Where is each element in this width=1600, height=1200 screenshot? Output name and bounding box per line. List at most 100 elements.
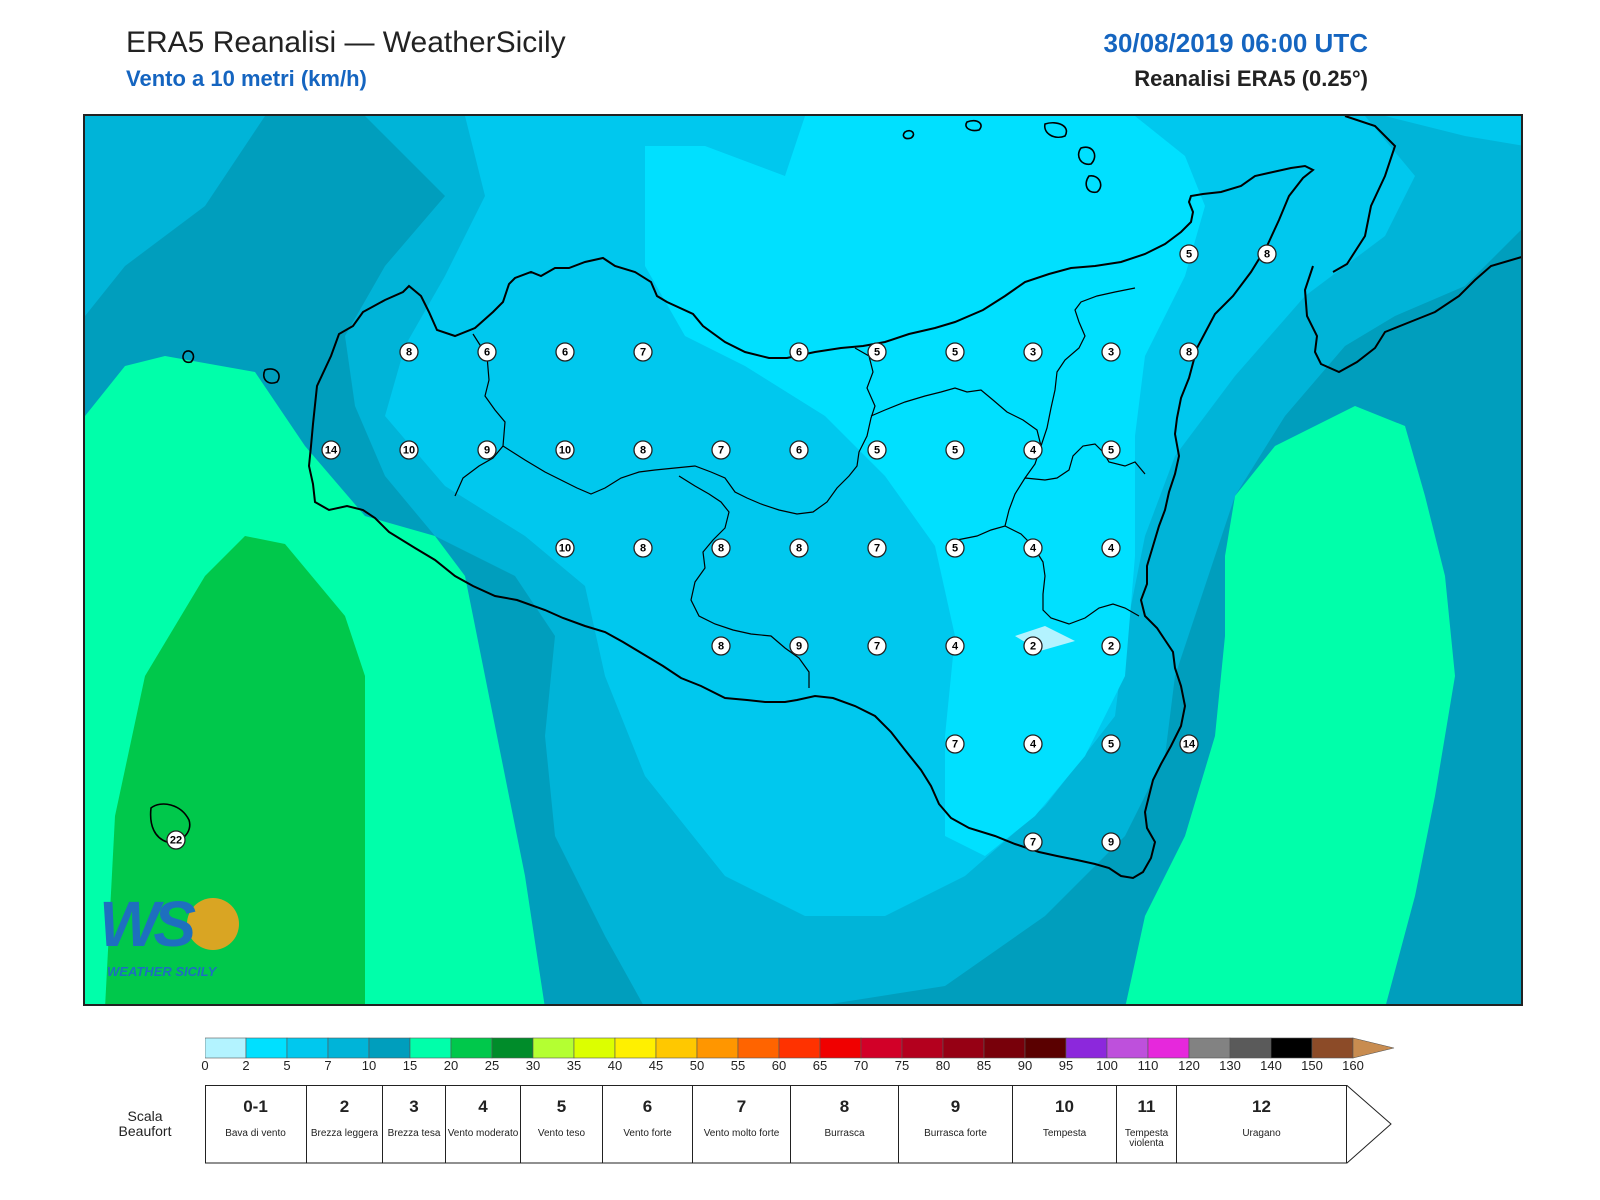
colorbar-swatch: [286, 1037, 329, 1059]
station-value: 5: [1108, 445, 1114, 457]
map-subtitle: Vento a 10 metri (km/h): [126, 66, 367, 91]
station-value: 5: [874, 347, 880, 359]
station-circle: [867, 538, 887, 558]
colorbar-tick-label: 10: [361, 1058, 377, 1073]
station-value: 6: [484, 347, 490, 359]
colorbar-swatch: [819, 1037, 862, 1059]
station-value: 5: [952, 347, 958, 359]
wind-map: 5 8 8 6 6 7 6 5 5 3 3 8 14 10 9 10 8 7 6 5 5 4 5 10 8 8 8 7 5 4 4 8 9 7 4 2…: [83, 114, 1523, 1006]
station-circle: [166, 830, 186, 850]
colorbar-tick-label: 95: [1058, 1058, 1074, 1073]
beaufort-cell: 12 Uragano: [1177, 1085, 1347, 1163]
beaufort-number: 9: [950, 1097, 961, 1116]
station-circle: [1179, 734, 1199, 754]
station-circle: [1101, 832, 1121, 852]
logo-sun-icon: [187, 898, 239, 950]
colorbar-swatch: [1311, 1037, 1354, 1059]
station-marker: 10: [555, 440, 575, 460]
station-circle: [711, 636, 731, 656]
colorbar-swatch: [1188, 1037, 1231, 1059]
station-marker: 22: [166, 830, 186, 850]
beaufort-name: Uragano: [1242, 1128, 1281, 1139]
station-circle: [399, 440, 419, 460]
logo-text: WEATHER SICILY: [107, 964, 217, 979]
station-value: 14: [325, 445, 338, 457]
station-marker: 4: [945, 636, 965, 656]
colorbar-tick-label: 80: [935, 1058, 951, 1073]
station-value: 4: [952, 641, 959, 653]
station-marker: 4: [1023, 440, 1043, 460]
beaufort-number: 6: [642, 1097, 653, 1116]
logo-letters: WS: [99, 888, 196, 960]
colorbar-labels: 0 2 5 7 10 15 20 25 30 35 40 45 50 55 60 65 70 75 80 85 90 95…: [0, 1058, 1600, 1078]
station-value: 8: [640, 543, 646, 555]
station-circle: [867, 342, 887, 362]
station-circle: [1101, 734, 1121, 754]
station-value: 5: [1186, 249, 1192, 261]
beaufort-name: Tempesta: [1042, 1128, 1087, 1139]
beaufort-cell: 9 Burrasca forte: [899, 1085, 1013, 1163]
station-circle: [1023, 832, 1043, 852]
station-circle: [1023, 538, 1043, 558]
colorbar-tick-label: 140: [1260, 1058, 1282, 1073]
colorbar-extension: [1352, 1037, 1395, 1059]
station-circle: [945, 440, 965, 460]
station-marker: 7: [1023, 832, 1043, 852]
station-value: 4: [1030, 445, 1037, 457]
station-marker: 7: [633, 342, 653, 362]
colorbar-swatch: [1147, 1037, 1190, 1059]
colorbar-swatch: [450, 1037, 493, 1059]
beaufort-name: Vento forte: [623, 1128, 672, 1139]
station-marker: 8: [633, 538, 653, 558]
station-circle: [321, 440, 341, 460]
colorbar-tick-label: 50: [689, 1058, 705, 1073]
colorbar-swatch: [368, 1037, 411, 1059]
colorbar-swatch: [573, 1037, 616, 1059]
station-circle: [555, 440, 575, 460]
beaufort-number: 4: [478, 1097, 488, 1116]
beaufort-cell: 3 Brezza tesa: [383, 1085, 446, 1163]
colorbar-swatch: [205, 1037, 247, 1059]
colorbar-tick-label: 15: [402, 1058, 418, 1073]
station-marker: 4: [1023, 734, 1043, 754]
station-value: 2: [1108, 641, 1114, 653]
colorbar-tick-label: 150: [1301, 1058, 1323, 1073]
station-marker: 5: [867, 440, 887, 460]
station-circle: [1101, 538, 1121, 558]
station-circle: [633, 440, 653, 460]
station-circle: [711, 538, 731, 558]
beaufort-number: 12: [1252, 1097, 1271, 1116]
station-circle: [633, 342, 653, 362]
model-label: Reanalisi ERA5 (0.25°): [1134, 66, 1368, 91]
station-value: 6: [796, 445, 802, 457]
station-value: 7: [718, 445, 724, 457]
colorbar-swatch: [860, 1037, 903, 1059]
station-value: 8: [718, 641, 724, 653]
station-value: 8: [1186, 347, 1192, 359]
beaufort-name: Tempesta violenta: [1124, 1128, 1169, 1149]
station-circle: [1101, 440, 1121, 460]
station-value: 7: [1030, 837, 1036, 849]
station-marker: 7: [711, 440, 731, 460]
colorbar-tick-label: 40: [607, 1058, 623, 1073]
beaufort-cell: 4 Vento moderato: [446, 1085, 521, 1163]
station-circle: [945, 342, 965, 362]
station-circle: [789, 636, 809, 656]
station-circle: [1023, 342, 1043, 362]
station-marker: 5: [867, 342, 887, 362]
station-value: 5: [952, 445, 958, 457]
station-circle: [945, 636, 965, 656]
colorbar-swatch: [245, 1037, 288, 1059]
colorbar-tick-label: 85: [976, 1058, 992, 1073]
station-circle: [477, 440, 497, 460]
colorbar-swatch: [327, 1037, 370, 1059]
station-value: 4: [1108, 543, 1115, 555]
beaufort-number: 7: [736, 1097, 747, 1116]
station-circle: [555, 538, 575, 558]
sicily-coastline: [307, 164, 1315, 880]
colorbar-swatch: [409, 1037, 452, 1059]
station-value: 7: [874, 641, 880, 653]
beaufort-cell: 5 Vento teso: [521, 1085, 603, 1163]
station-value: 4: [1030, 739, 1037, 751]
colorbar-tick-label: 55: [730, 1058, 746, 1073]
